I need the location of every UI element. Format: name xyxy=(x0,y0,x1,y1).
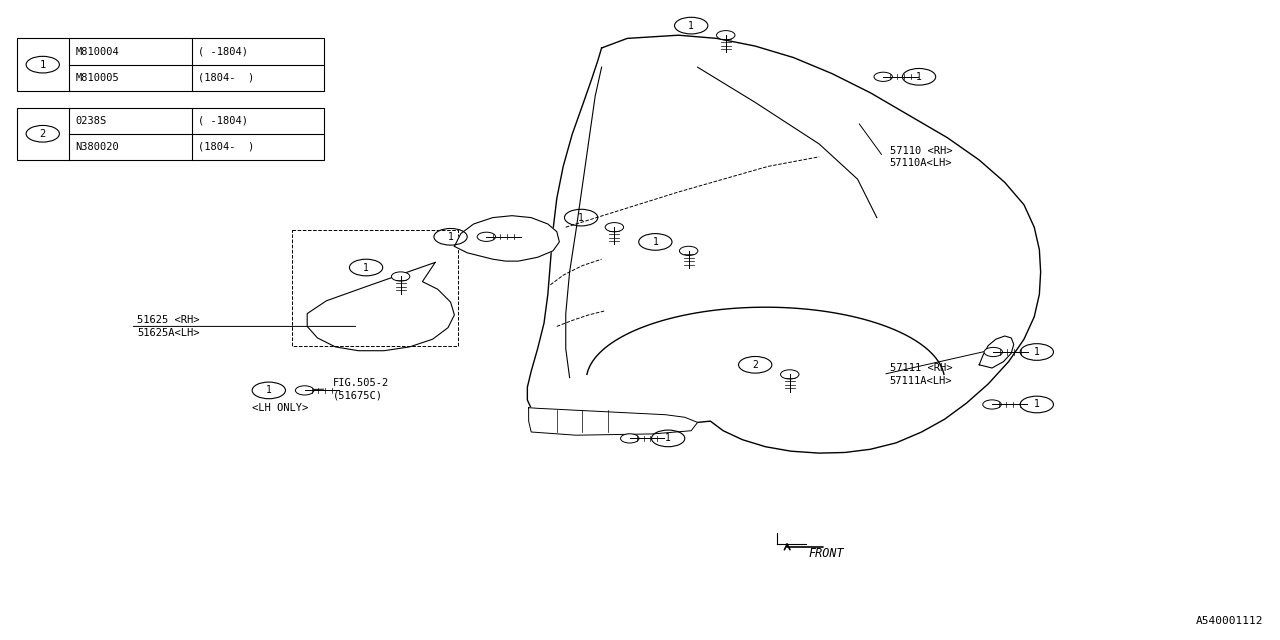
Text: 1: 1 xyxy=(448,232,453,242)
Text: 0238S: 0238S xyxy=(76,116,106,125)
Bar xyxy=(17,108,324,160)
Text: 1: 1 xyxy=(1034,347,1039,357)
Text: 2: 2 xyxy=(40,129,46,139)
Circle shape xyxy=(983,400,1001,409)
Text: 1: 1 xyxy=(653,237,658,247)
Text: FIG.505-2
(51675C): FIG.505-2 (51675C) xyxy=(333,378,389,401)
Text: ( -1804): ( -1804) xyxy=(198,116,248,125)
Text: ( -1804): ( -1804) xyxy=(198,47,248,56)
Circle shape xyxy=(680,246,698,255)
Circle shape xyxy=(392,272,410,281)
Text: 1: 1 xyxy=(689,20,694,31)
Text: FRONT: FRONT xyxy=(809,547,845,560)
Polygon shape xyxy=(527,35,1041,453)
Text: 57111 <RH>
57111A<LH>: 57111 <RH> 57111A<LH> xyxy=(890,364,952,385)
Text: <LH ONLY>: <LH ONLY> xyxy=(252,403,308,413)
Polygon shape xyxy=(307,262,454,351)
Text: 1: 1 xyxy=(266,385,271,396)
Text: (1804-  ): (1804- ) xyxy=(198,142,255,152)
Text: 51625 <RH>
51625A<LH>: 51625 <RH> 51625A<LH> xyxy=(137,315,200,337)
Circle shape xyxy=(717,31,735,40)
Circle shape xyxy=(296,386,314,395)
Polygon shape xyxy=(454,216,559,261)
Text: A540001112: A540001112 xyxy=(1196,616,1263,626)
Circle shape xyxy=(874,72,892,81)
Circle shape xyxy=(477,232,495,241)
Text: 57110 <RH>
57110A<LH>: 57110 <RH> 57110A<LH> xyxy=(890,146,952,168)
Circle shape xyxy=(605,223,623,232)
Text: 1: 1 xyxy=(579,212,584,223)
Circle shape xyxy=(781,370,799,379)
Text: (1804-  ): (1804- ) xyxy=(198,73,255,83)
Text: M810005: M810005 xyxy=(76,73,119,83)
Text: 1: 1 xyxy=(40,60,46,70)
Text: N380020: N380020 xyxy=(76,142,119,152)
Text: 1: 1 xyxy=(1034,399,1039,410)
Polygon shape xyxy=(529,408,698,435)
Circle shape xyxy=(984,348,1002,356)
Text: M810004: M810004 xyxy=(76,47,119,56)
Bar xyxy=(17,38,324,91)
Text: 2: 2 xyxy=(753,360,758,370)
Circle shape xyxy=(621,434,639,443)
Text: 1: 1 xyxy=(916,72,922,82)
Polygon shape xyxy=(979,336,1014,368)
Text: 1: 1 xyxy=(666,433,671,444)
Text: 1: 1 xyxy=(364,262,369,273)
